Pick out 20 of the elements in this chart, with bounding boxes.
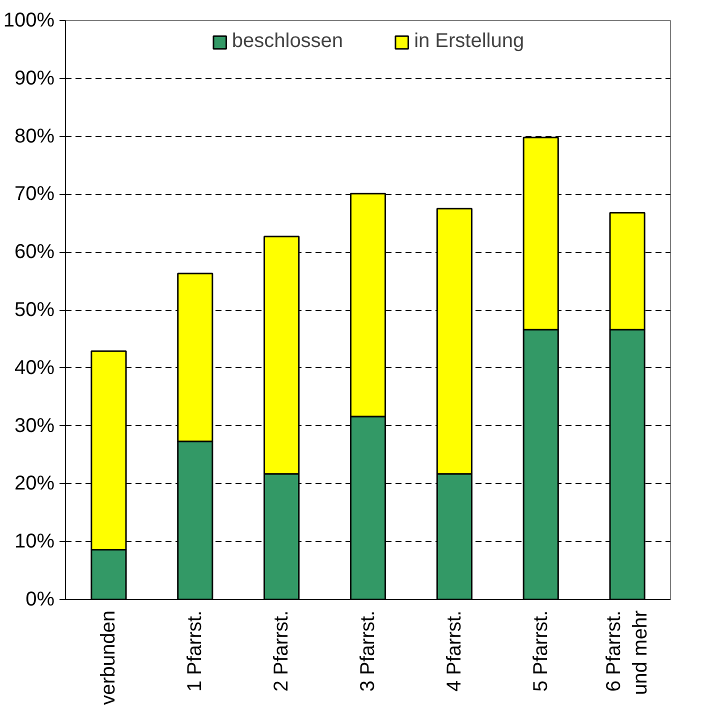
x-tick-label: 2 Pfarrst. [270, 610, 293, 692]
y-tick-label: 100% [3, 10, 55, 32]
y-tick-label: 70% [14, 183, 55, 206]
y-tick-label: 40% [14, 356, 55, 379]
y-tick-label: 80% [14, 125, 55, 148]
x-tick-label: verbunden [98, 610, 120, 706]
x-tick-label: 3 Pfarrst. [357, 610, 379, 692]
legend-label: in Erstellung [414, 30, 524, 53]
y-tick-label: 10% [14, 530, 55, 553]
x-tick-label: 5 Pfarrst. [530, 610, 552, 692]
y-tick-label: 60% [14, 241, 55, 264]
y-tick-label: 50% [14, 299, 55, 321]
y-tick-label: 30% [14, 414, 55, 437]
legend-label: beschlossen [232, 30, 344, 53]
y-tick-label: 0% [26, 588, 55, 610]
y-tick-label: 20% [14, 472, 55, 495]
y-tick-label: 90% [14, 67, 55, 90]
x-tick-label: 4 Pfarrst. [443, 610, 466, 692]
x-tick-label: 6 Pfarrst. und mehr [603, 610, 652, 695]
x-tick-label: 1 Pfarrst. [184, 610, 206, 692]
